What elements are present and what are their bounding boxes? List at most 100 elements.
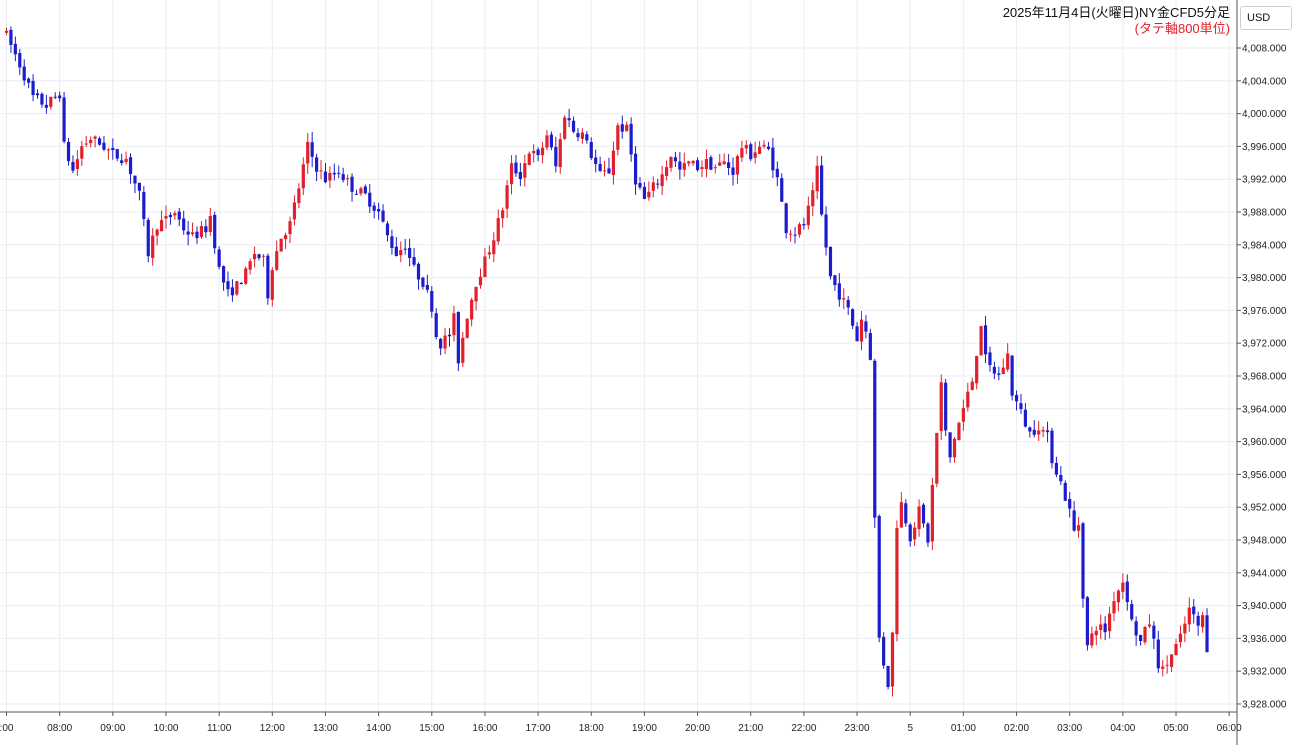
candle (102, 135, 106, 152)
candle-body (354, 193, 359, 195)
candle-body (252, 253, 257, 260)
candle-body (890, 632, 895, 687)
candle (549, 131, 553, 151)
candle-body (1125, 581, 1129, 603)
currency-badge[interactable]: USD (1240, 6, 1292, 30)
candle-body (213, 214, 217, 249)
candle (532, 144, 536, 163)
candle-body (1169, 654, 1174, 667)
candle-body (1059, 475, 1063, 482)
candle (106, 147, 110, 160)
candle (970, 377, 974, 391)
candle-body (744, 144, 748, 149)
candle-body (1045, 430, 1050, 433)
candle (935, 432, 939, 488)
candle (403, 238, 407, 255)
y-tick-label: 3,964.000 (1242, 404, 1287, 415)
candle-body (886, 665, 890, 687)
candle-body (270, 270, 274, 300)
candle-body (633, 153, 638, 185)
candle (341, 167, 345, 183)
candle-body (815, 165, 819, 192)
candle-body (1063, 482, 1067, 501)
candle-body (1183, 623, 1187, 634)
candle (75, 149, 79, 176)
candle (753, 141, 757, 164)
candle (811, 182, 815, 217)
candle (1019, 393, 1023, 414)
time-axis[interactable]: :00 08:00 09:00 10:00 11:00 12:00 13:00 14:00 15… (0, 712, 1242, 734)
candle-body (13, 43, 17, 55)
candle (257, 253, 261, 261)
candle (576, 128, 580, 142)
candle (40, 92, 44, 108)
candle (966, 382, 970, 412)
candle (66, 138, 71, 166)
candle-body (288, 221, 292, 235)
candle (607, 157, 611, 174)
candle-body (789, 233, 793, 235)
candle-body (230, 287, 235, 296)
candle-body (443, 335, 447, 349)
candle (758, 141, 762, 155)
candle (598, 156, 602, 173)
candle (904, 499, 908, 527)
candle (1205, 608, 1209, 653)
candle-body (372, 205, 376, 211)
candle (288, 216, 292, 244)
candle-body (549, 134, 553, 148)
candle-body (859, 319, 864, 342)
candle (1014, 390, 1019, 411)
candle (580, 128, 584, 144)
candle (1010, 355, 1014, 401)
candle (997, 366, 1001, 381)
candle (1147, 614, 1152, 629)
candle (713, 164, 717, 174)
candle (536, 147, 540, 162)
candle (266, 253, 270, 305)
candle (492, 232, 496, 263)
candle-body (133, 175, 137, 184)
candle-body (301, 164, 305, 189)
x-tick-label: 17:00 (526, 723, 551, 734)
candle-body (656, 183, 660, 185)
candle-body (979, 326, 983, 356)
candle (261, 254, 266, 267)
candle (283, 232, 288, 249)
candle-body (346, 178, 350, 180)
x-tick-label: 20:00 (685, 723, 710, 734)
candle-body (895, 528, 899, 635)
candle-body (731, 167, 735, 175)
candle (456, 311, 460, 372)
candle-body (1174, 644, 1178, 656)
candle (168, 212, 173, 225)
candle (501, 207, 505, 228)
x-tick-label: 08:00 (47, 723, 72, 734)
x-tick-label: 14:00 (366, 723, 391, 734)
candle-body (824, 214, 828, 248)
candle (1121, 573, 1125, 600)
candle (873, 358, 877, 528)
candle (1196, 611, 1200, 636)
candle (952, 437, 957, 463)
candle (146, 217, 150, 263)
candle (84, 135, 88, 148)
price-axis[interactable]: 4,008.000 4,004.000 4,000.000 3,996.000 3,99… (1237, 44, 1287, 711)
candle (310, 132, 314, 168)
y-tick-label: 4,004.000 (1242, 76, 1287, 87)
candle-body (421, 277, 425, 287)
candle-body (412, 257, 416, 265)
candle (890, 632, 895, 697)
candle-body (244, 268, 248, 284)
candle (195, 226, 199, 244)
candle-body (930, 485, 934, 542)
candle (474, 286, 478, 311)
candle (633, 146, 638, 195)
candle-body (1152, 625, 1156, 639)
candle (824, 206, 828, 256)
candle-body (84, 143, 88, 145)
candle-body (297, 188, 301, 204)
candle (133, 175, 137, 194)
candle-body (908, 524, 912, 542)
